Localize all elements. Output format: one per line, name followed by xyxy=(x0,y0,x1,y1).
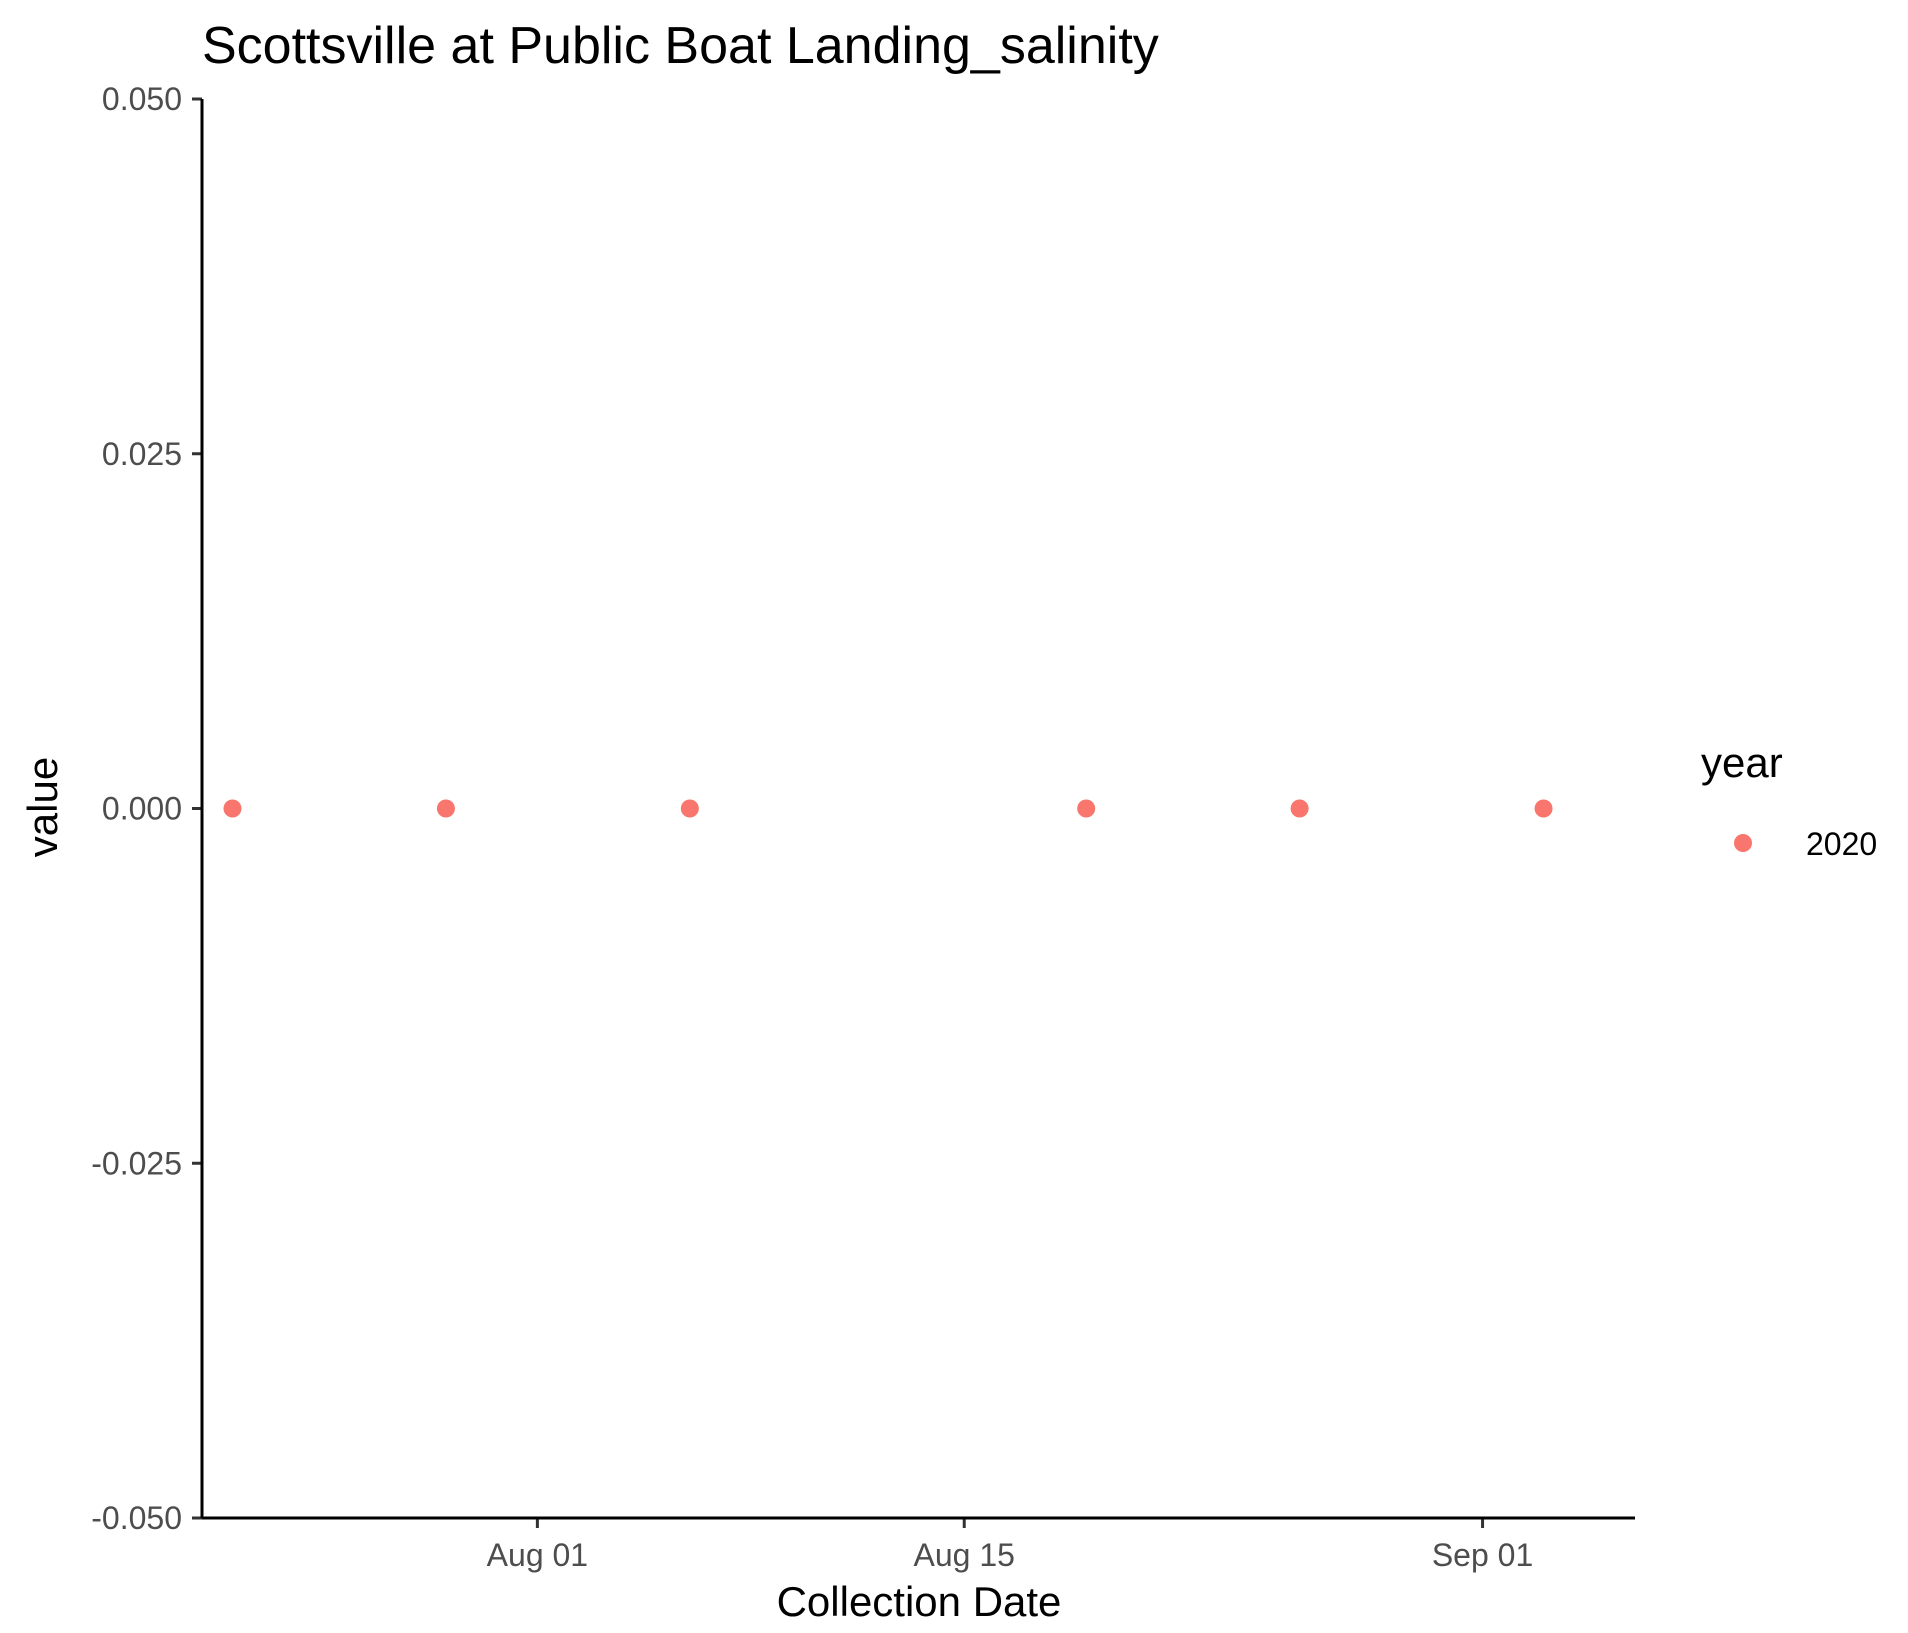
x-tick-label: Aug 15 xyxy=(914,1537,1015,1573)
legend-label: 2020 xyxy=(1806,826,1877,862)
x-axis-title: Collection Date xyxy=(777,1578,1062,1625)
data-point xyxy=(436,799,455,818)
y-tick-label: 0.050 xyxy=(102,81,182,117)
data-point xyxy=(1290,799,1309,818)
legend: year 2020 xyxy=(1701,739,1877,862)
y-tick-label: 0.000 xyxy=(102,791,182,827)
y-axis-ticks: -0.050 -0.025 0.000 0.025 0.050 xyxy=(91,81,202,1536)
data-point xyxy=(680,799,699,818)
y-tick-label: -0.025 xyxy=(91,1145,182,1181)
x-tick-label: Aug 01 xyxy=(487,1537,588,1573)
legend-key xyxy=(1734,834,1752,852)
x-tick-label: Sep 01 xyxy=(1432,1537,1533,1573)
data-point xyxy=(1534,799,1553,818)
y-axis-title: value xyxy=(19,757,66,857)
data-points xyxy=(223,799,1553,818)
legend-title: year xyxy=(1701,739,1783,786)
legend-entries: 2020 xyxy=(1734,826,1877,862)
data-point xyxy=(223,799,242,818)
data-point xyxy=(1077,799,1096,818)
y-tick-label: -0.050 xyxy=(91,1500,182,1536)
y-tick-label: 0.025 xyxy=(102,436,182,472)
x-axis-ticks: Aug 01 Aug 15 Sep 01 xyxy=(487,1518,1533,1573)
chart-title: Scottsville at Public Boat Landing_salin… xyxy=(202,17,1159,75)
